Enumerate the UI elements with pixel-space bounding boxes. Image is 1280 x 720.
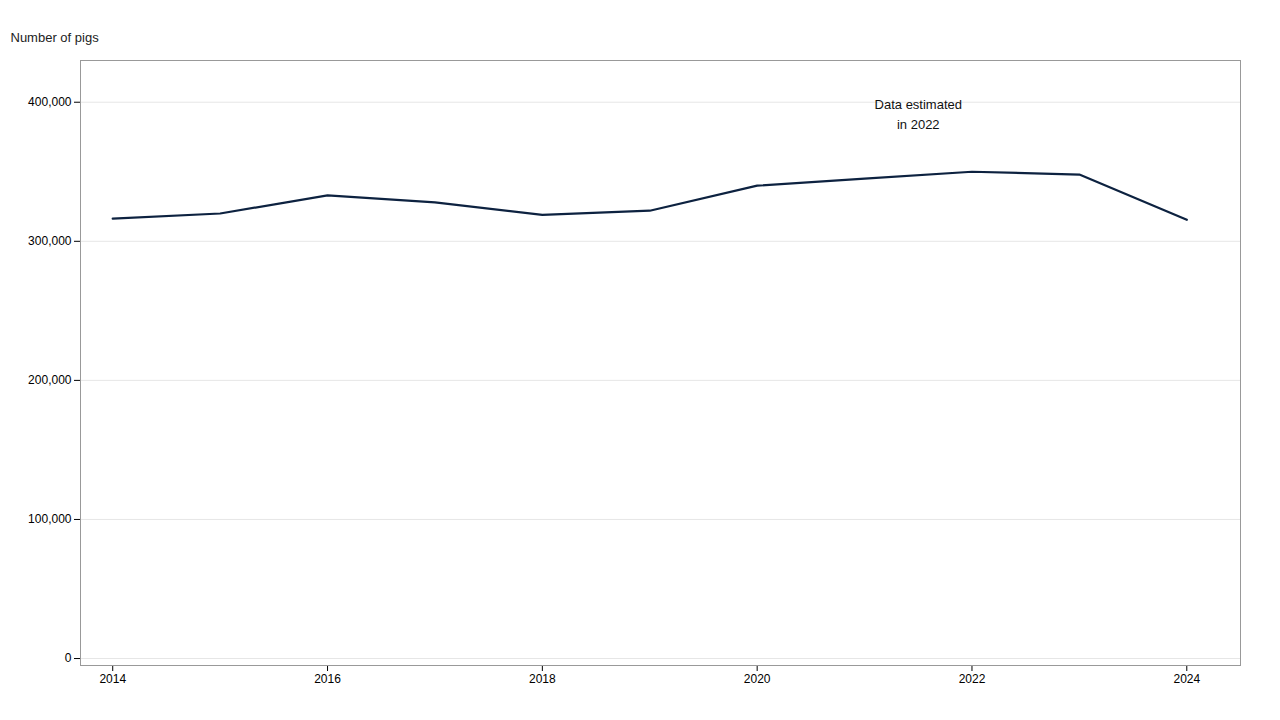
svg-text:2014: 2014 (99, 672, 126, 686)
svg-text:200,000: 200,000 (28, 373, 72, 387)
svg-text:Number of pigs: Number of pigs (11, 30, 100, 45)
svg-text:Data estimatedin 2022: Data estimatedin 2022 (875, 97, 962, 131)
svg-text:2022: 2022 (959, 672, 986, 686)
svg-text:2016: 2016 (314, 672, 341, 686)
svg-text:100,000: 100,000 (28, 512, 72, 526)
svg-text:400,000: 400,000 (28, 95, 72, 109)
svg-text:2020: 2020 (744, 672, 771, 686)
svg-text:2018: 2018 (529, 672, 556, 686)
svg-text:2024: 2024 (1173, 672, 1200, 686)
svg-text:300,000: 300,000 (28, 234, 72, 248)
svg-text:0: 0 (65, 651, 72, 665)
